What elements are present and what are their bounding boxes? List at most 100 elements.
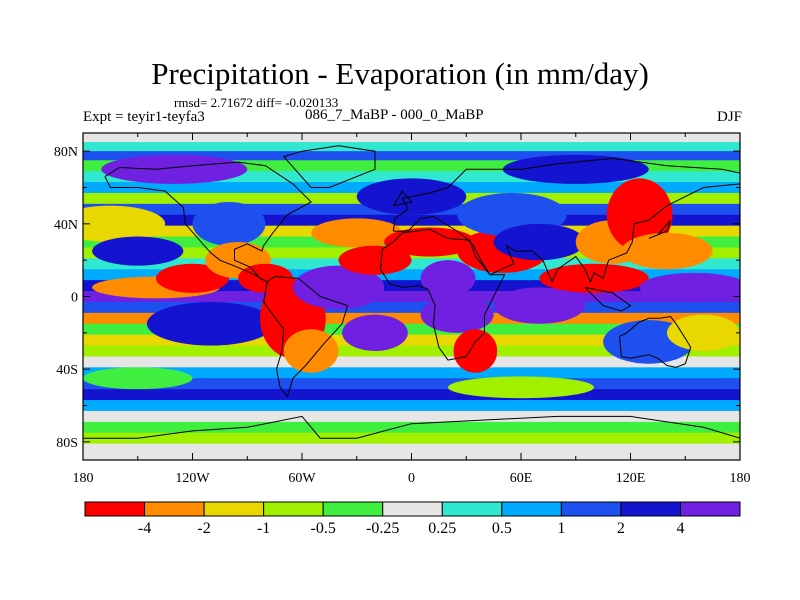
colorbar-swatch — [441, 501, 503, 517]
field-anomaly — [338, 245, 412, 275]
chart-title: Precipitation - Evaporation (in mm/day) — [151, 56, 649, 91]
field-band — [83, 258, 740, 270]
axis-ticks — [82, 133, 741, 460]
field-band — [83, 291, 740, 303]
colorbar-swatch — [144, 501, 205, 517]
season-label: DJF — [716, 109, 742, 125]
field-band — [83, 269, 740, 281]
coastline-segment — [83, 415, 740, 439]
lat-tick-label: 40S — [56, 363, 78, 378]
colorbar-label: -4 — [138, 520, 151, 537]
field-band — [83, 142, 740, 154]
coastline-segment — [282, 145, 376, 188]
field-band — [83, 151, 740, 163]
field-band — [83, 356, 740, 368]
colorbar-swatch — [560, 501, 622, 517]
field-anomaly — [493, 287, 585, 324]
coastline-segment — [584, 286, 632, 312]
experiment-label: Expt = teyir1-teyfa3 — [83, 109, 205, 125]
coastline-segment — [380, 228, 506, 361]
coastlines — [83, 145, 740, 439]
precip-evap-field — [83, 133, 740, 460]
field-anomaly — [342, 314, 408, 352]
field-anomaly — [192, 202, 266, 246]
field-anomaly — [539, 263, 649, 293]
field-anomaly — [384, 227, 476, 257]
field-band — [83, 160, 740, 172]
colorbar-label: -0.25 — [366, 520, 399, 537]
field-band — [83, 171, 740, 183]
field-anomaly — [667, 314, 740, 352]
lon-tick-label: 0 — [408, 471, 415, 486]
field-anomaly — [83, 367, 193, 390]
lon-tick-label: 60W — [288, 471, 316, 486]
field-band — [83, 443, 740, 456]
lon-tick-label: 120E — [616, 471, 646, 486]
period-label: 086_7_MaBP - 000_0_MaBP — [305, 107, 484, 123]
field-band — [83, 323, 740, 336]
field-band — [83, 367, 740, 379]
colorbar-swatch — [203, 501, 265, 517]
field-band — [83, 345, 740, 357]
field-band — [83, 421, 740, 434]
lat-tick-label: 40N — [54, 218, 78, 233]
colorbar-swatch — [84, 501, 146, 517]
lon-tick-label: 60E — [510, 471, 533, 486]
field-anomaly — [639, 272, 740, 302]
colorbar-label: -0.5 — [311, 520, 336, 537]
colorbar-label: 0.5 — [492, 520, 512, 537]
colorbar-swatch — [620, 501, 681, 517]
colorbar-label: 1 — [557, 520, 565, 537]
field-anomaly — [606, 178, 673, 252]
colorbar-label: 2 — [617, 520, 625, 537]
colorbar — [84, 501, 741, 517]
field-band — [83, 400, 740, 412]
field-anomaly — [621, 232, 713, 270]
field-anomaly — [283, 329, 339, 373]
colorbar-label: 0.25 — [428, 520, 456, 537]
lon-tick-label: 120W — [175, 471, 210, 486]
field-anomaly — [453, 329, 498, 373]
field-band — [83, 432, 740, 445]
lat-tick-label: 0 — [71, 291, 78, 306]
colorbar-swatch — [263, 501, 324, 517]
lat-tick-label: 80N — [54, 145, 78, 160]
coastline-segment — [648, 219, 672, 239]
colorbar-swatch — [322, 501, 384, 517]
field-band — [83, 389, 740, 401]
lon-tick-label: 180 — [73, 471, 94, 486]
colorbar-swatch — [679, 501, 741, 517]
field-anomaly — [146, 301, 275, 346]
coastline-segment — [392, 157, 740, 284]
field-band — [83, 334, 740, 347]
field-band — [83, 280, 740, 292]
field-anomaly — [292, 265, 385, 310]
field-anomaly — [101, 154, 248, 184]
colorbar-swatch — [501, 501, 562, 517]
colorbar-label: -1 — [257, 520, 270, 537]
coastline-segment — [619, 315, 692, 368]
coastline-segment — [263, 275, 349, 398]
rmsd-diff-stats: rmsd= 2.71672 diff= -0.020133 — [174, 95, 339, 110]
lat-tick-label: 80S — [56, 436, 78, 451]
field-anomaly — [83, 205, 166, 242]
field-anomaly — [493, 223, 585, 261]
colorbar-label: -2 — [197, 520, 210, 537]
field-band — [83, 378, 740, 390]
field-anomaly — [448, 376, 594, 399]
field-anomaly — [156, 263, 229, 293]
field-anomaly — [420, 296, 494, 333]
coastline-segment — [104, 161, 312, 283]
field-anomaly — [92, 236, 184, 266]
field-anomaly — [311, 218, 403, 248]
field-band — [83, 301, 740, 314]
lon-tick-label: 180 — [730, 471, 751, 486]
latitude-labels: 80N 40N 0 40S 80S — [54, 145, 78, 451]
field-anomaly — [502, 154, 649, 184]
colorbar-labels: -4 -2 -1 -0.5 -0.25 0.25 0.5 1 2 4 — [138, 520, 685, 537]
field-band — [83, 312, 740, 325]
field-band — [83, 214, 740, 227]
field-band — [83, 410, 740, 423]
colorbar-swatch — [382, 501, 443, 517]
